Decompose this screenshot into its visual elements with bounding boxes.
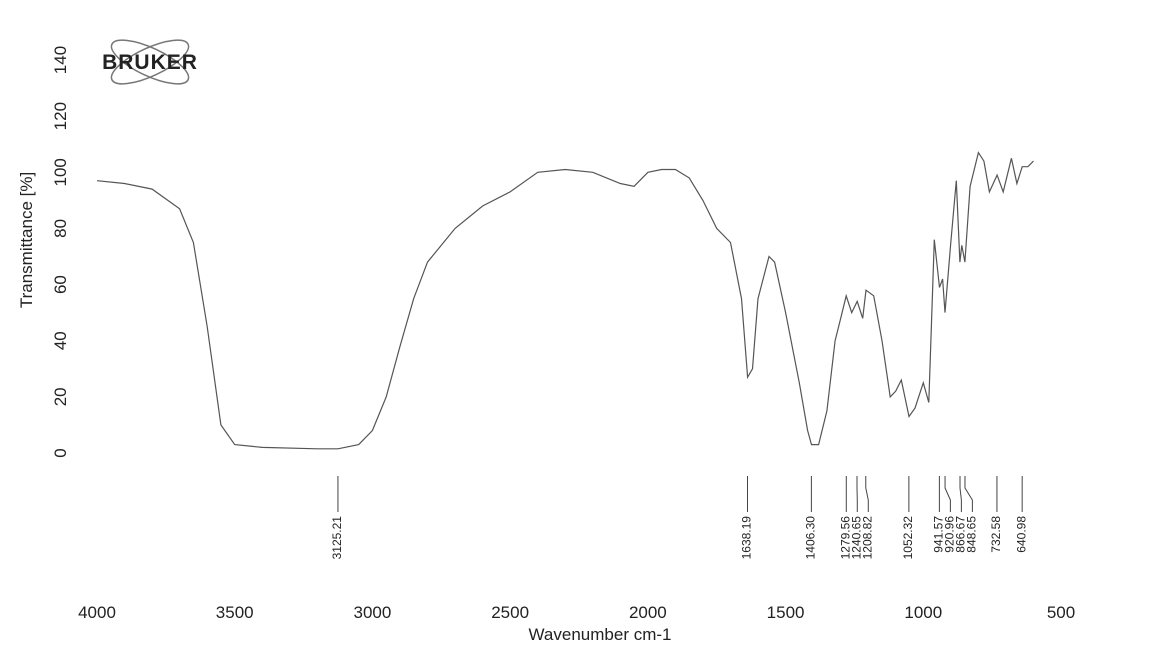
y-tick-label: 40 <box>51 331 70 350</box>
x-tick-label: 1000 <box>904 603 942 622</box>
x-tick-label: 4000 <box>78 603 116 622</box>
peak-label: 848.65 <box>965 516 979 553</box>
peak-label: 3125.21 <box>330 516 344 560</box>
x-tick-label: 3500 <box>216 603 254 622</box>
peak-marker <box>960 476 961 512</box>
x-tick-label: 2500 <box>491 603 529 622</box>
peak-label: 1208.82 <box>860 516 874 560</box>
y-tick-label: 0 <box>51 448 70 457</box>
x-tick-label: 1500 <box>767 603 805 622</box>
peak-label: 640.98 <box>1014 516 1028 553</box>
x-axis-label: Wavenumber cm-1 <box>529 625 672 644</box>
spectrum-line <box>97 153 1034 449</box>
peak-label: 1638.19 <box>740 516 754 560</box>
peak-marker <box>965 476 972 512</box>
y-axis-label: Transmittance [%] <box>17 172 36 308</box>
x-tick-label: 2000 <box>629 603 667 622</box>
x-tick-label: 500 <box>1047 603 1075 622</box>
x-tick-label: 3000 <box>354 603 392 622</box>
y-tick-label: 120 <box>51 102 70 130</box>
peak-label: 732.58 <box>989 516 1003 553</box>
y-tick-label: 80 <box>51 219 70 238</box>
y-tick-label: 140 <box>51 46 70 74</box>
peak-label: 1052.32 <box>901 516 915 560</box>
logo-text: BRUKER <box>102 51 198 74</box>
logo: BRUKER <box>102 32 198 93</box>
y-tick-label: 20 <box>51 387 70 406</box>
peak-label: 1406.30 <box>804 516 818 560</box>
peak-marker <box>866 476 869 512</box>
y-tick-label: 60 <box>51 275 70 294</box>
y-tick-label: 100 <box>51 158 70 186</box>
peak-marker <box>945 476 950 512</box>
